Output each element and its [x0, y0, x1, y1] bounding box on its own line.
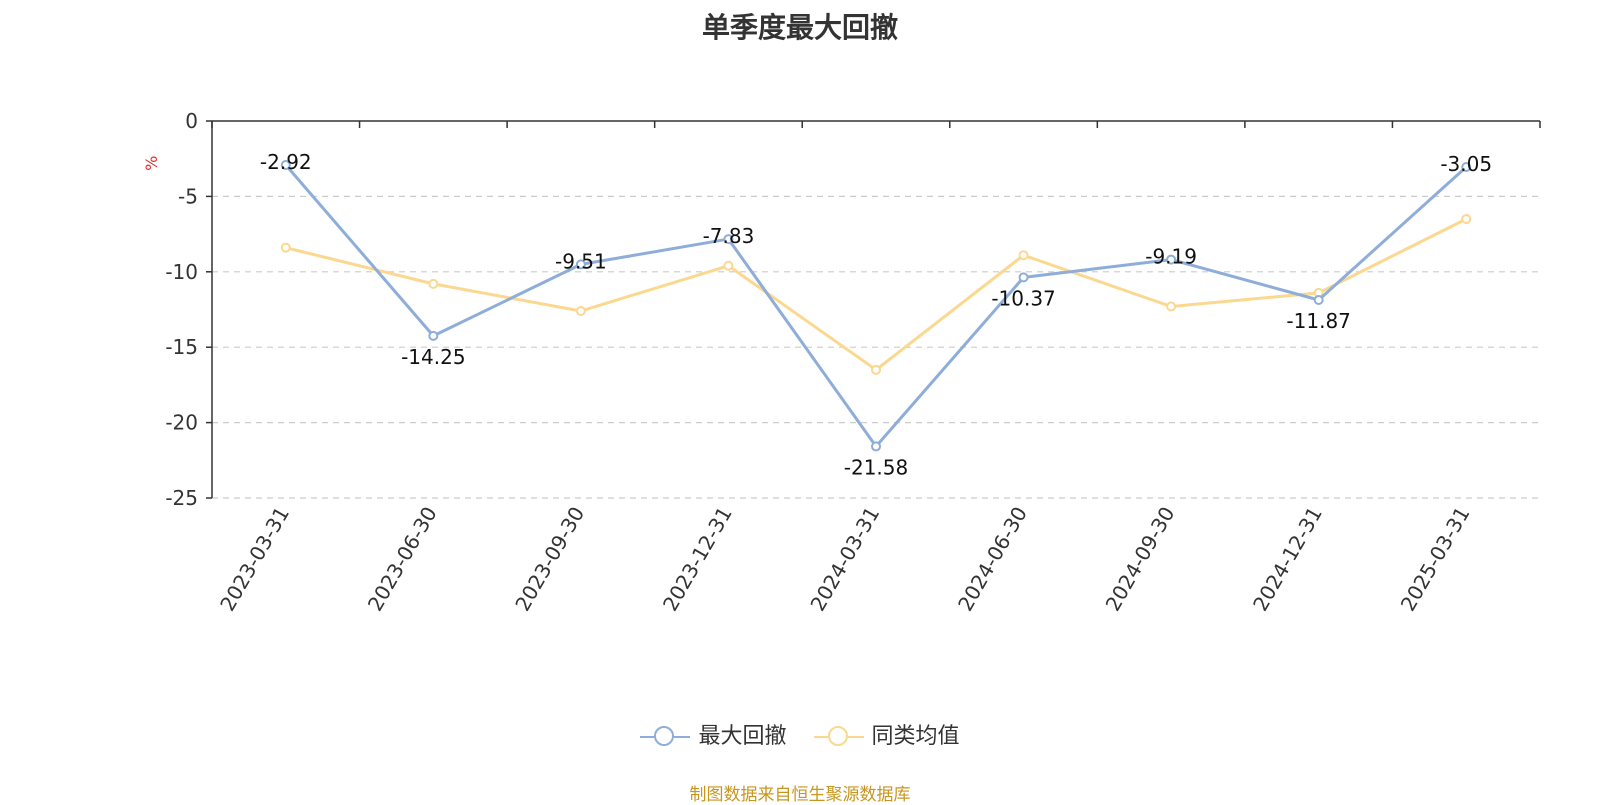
- source-note: 制图数据来自恒生聚源数据库: [689, 785, 911, 805]
- y-tick-label: -10: [165, 260, 198, 284]
- series-point-0: [723, 234, 734, 245]
- x-tick-label: 2023-12-31: [658, 503, 737, 616]
- data-label: -7.83: [703, 224, 755, 248]
- data-label: -3.05: [1440, 152, 1492, 176]
- y-axis-label: %: [142, 156, 161, 171]
- series-line-0: [284, 164, 1468, 448]
- data-label: -14.25: [401, 345, 465, 369]
- data-label: -2.92: [260, 150, 312, 174]
- x-tick-label: 2024-12-31: [1248, 503, 1327, 616]
- y-tick-label: 0: [185, 109, 198, 133]
- data-label: -21.58: [844, 455, 908, 479]
- grid-lines: [212, 195, 1540, 499]
- y-tick-label: -25: [165, 486, 198, 510]
- x-tick-label: 2023-06-30: [363, 503, 442, 616]
- series-point-1: [428, 278, 439, 289]
- x-tick-label: 2023-03-31: [215, 503, 294, 616]
- data-label: -11.87: [1286, 309, 1350, 333]
- data-label: -9.51: [555, 249, 607, 273]
- series-point-0: [280, 160, 291, 171]
- series-point-1: [575, 306, 586, 317]
- series-point-1: [871, 364, 881, 375]
- legend-item-max-drawdown[interactable]: 最大回撤: [640, 722, 787, 752]
- x-tick-label: 2023-09-30: [510, 503, 589, 616]
- x-tick-label: 2024-06-30: [953, 503, 1032, 616]
- series-point-1: [723, 260, 734, 271]
- legend-swatch-peer-average: [813, 722, 864, 752]
- series-point-0: [1313, 294, 1324, 305]
- series-point-1: [1461, 214, 1472, 225]
- chart-title: 单季度最大回撤: [701, 11, 898, 44]
- series-point-1: [1018, 250, 1029, 261]
- x-tick-label: 2025-03-31: [1396, 503, 1475, 616]
- axes: 0 -5 -10 -15 -20 -25% 2023-03-31 2023-06-30 2023…: [142, 109, 1541, 616]
- series-point-0: [428, 330, 439, 341]
- y-tick-label: -5: [178, 184, 198, 208]
- series-point-1: [280, 242, 291, 253]
- legend-label-peer-average: 同类均值: [871, 724, 960, 749]
- y-tick-label: -20: [165, 411, 198, 435]
- data-label: -9.19: [1145, 245, 1197, 269]
- legend: 最大回撤 同类均值: [0, 722, 1600, 761]
- series-point-1: [1166, 301, 1177, 312]
- data-label: -10.37: [991, 286, 1055, 310]
- series-point-0: [1461, 161, 1472, 172]
- series-point-0: [1166, 254, 1177, 265]
- series-point-0: [1018, 272, 1029, 283]
- legend-label-max-drawdown: 最大回撤: [698, 724, 787, 749]
- series-point-0: [575, 259, 586, 270]
- x-tick-label: 2024-09-30: [1101, 503, 1180, 616]
- data-labels: -2.92 -14.25 -9.51 -7.83 -21.58 -10.37 -9.19 -1…: [260, 150, 1492, 479]
- y-tick-label: -15: [165, 335, 198, 359]
- legend-item-peer-average[interactable]: 同类均值: [813, 722, 960, 752]
- legend-swatch-max-drawdown: [640, 722, 691, 752]
- series: [280, 160, 1472, 452]
- series-point-0: [871, 441, 881, 452]
- x-tick-label: 2024-03-31: [805, 503, 884, 616]
